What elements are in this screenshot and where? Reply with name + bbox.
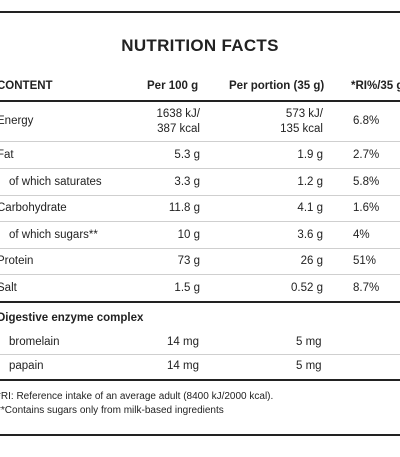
header-content: CONTENT — [0, 80, 53, 92]
row-sugars-ri: 4% — [353, 229, 370, 241]
row-energy-per100-kcal: 387 kcal — [157, 123, 200, 135]
row-energy-portion-kj: 573 kJ/ — [285, 108, 323, 120]
row-energy-portion-kcal: 135 kcal — [280, 123, 323, 135]
row-carbohydrate-portion: 4.1 g — [297, 202, 323, 214]
row-sugars-name: of which sugars** — [9, 229, 98, 241]
section-rule — [0, 301, 400, 303]
row-sugars-portion: 3.6 g — [297, 229, 323, 241]
row-divider — [0, 274, 400, 275]
row-protein-per100: 73 g — [177, 255, 200, 267]
row-protein-portion: 26 g — [300, 255, 323, 267]
row-salt-name: Salt — [0, 282, 17, 294]
row-salt-ri: 8.7% — [353, 282, 380, 294]
row-protein-name: Protein — [0, 255, 34, 267]
top-rule — [0, 11, 400, 13]
row-saturates-name: of which saturates — [9, 176, 102, 188]
enzyme-bromelain-per100: 14 mg — [167, 336, 199, 348]
enzyme-papain-per100: 14 mg — [167, 360, 199, 372]
enzyme-heading: Digestive enzyme complex — [0, 312, 144, 324]
row-energy-per100-kj: 1638 kJ/ — [156, 108, 200, 120]
row-salt-per100: 1.5 g — [174, 282, 200, 294]
row-divider — [0, 195, 400, 196]
row-salt-portion: 0.52 g — [291, 282, 323, 294]
row-protein-ri: 51% — [353, 255, 377, 267]
row-divider — [0, 141, 400, 142]
row-fat-name: Fat — [0, 149, 14, 161]
bottom-rule — [0, 434, 400, 436]
row-divider — [0, 221, 400, 222]
notes-rule — [0, 379, 400, 381]
page-title: NUTRITION FACTS — [121, 36, 279, 55]
header-per-100g: Per 100 g — [147, 80, 199, 92]
row-fat-ri: 2.7% — [353, 149, 380, 161]
enzyme-bromelain-portion: 5 mg — [296, 336, 322, 348]
row-carbohydrate-ri: 1.6% — [353, 202, 380, 214]
header-per-portion: Per portion (35 g) — [229, 80, 325, 92]
enzyme-papain-portion: 5 mg — [296, 360, 322, 372]
row-carbohydrate-per100: 11.8 g — [168, 202, 200, 214]
row-sugars-per100: 10 g — [177, 229, 200, 241]
header-rule — [0, 100, 400, 102]
row-energy-ri: 6.8% — [353, 115, 380, 127]
row-fat-portion: 1.9 g — [297, 149, 323, 161]
row-divider — [0, 168, 400, 169]
row-carbohydrate-name: Carbohydrate — [0, 202, 67, 214]
enzyme-papain-name: papain — [9, 360, 44, 372]
header-ri: *RI%/35 g — [351, 80, 400, 92]
row-saturates-portion: 1.2 g — [297, 176, 323, 188]
footnote-sugars: **Contains sugars only from milk-based i… — [0, 405, 224, 416]
row-divider — [0, 248, 400, 249]
row-energy-name: Energy — [0, 115, 34, 127]
footnote-ri: *RI: Reference intake of an average adul… — [0, 391, 274, 402]
enzyme-bromelain-name: bromelain — [9, 336, 60, 348]
row-divider — [0, 354, 400, 355]
row-saturates-per100: 3.3 g — [174, 176, 200, 188]
row-fat-per100: 5.3 g — [174, 149, 200, 161]
row-saturates-ri: 5.8% — [353, 176, 380, 188]
